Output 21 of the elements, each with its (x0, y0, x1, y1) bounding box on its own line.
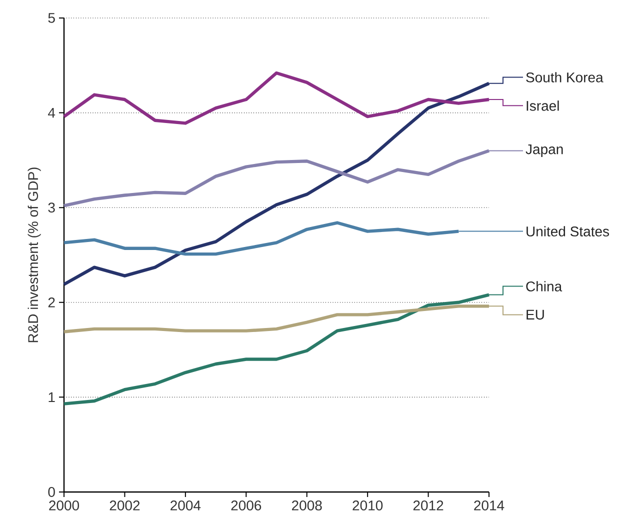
x-tick-label: 2006 (231, 500, 262, 510)
x-tick-label: 2010 (352, 500, 383, 510)
x-tick-label: 2012 (413, 500, 444, 510)
x-tick-label: 2008 (292, 500, 322, 510)
x-tick-label: 2000 (49, 500, 80, 510)
y-axis-title: R&D investment (% of GDP) (28, 168, 41, 342)
x-tick-label: 2002 (110, 500, 140, 510)
legend-label: United States (526, 226, 610, 236)
legend-label: South Korea (526, 72, 604, 82)
x-tick-label: 2004 (170, 500, 201, 510)
y-tick-label: 3 (48, 202, 55, 213)
legend-label: Japan (526, 144, 563, 157)
y-tick-label: 5 (48, 13, 55, 23)
x-tick-label: 2014 (474, 500, 504, 510)
y-tick-label: 2 (48, 297, 55, 308)
y-tick-label: 0 (48, 487, 55, 497)
legend-label: China (526, 281, 562, 292)
legend-label: Israel (526, 100, 559, 111)
y-tick-label: 4 (48, 108, 56, 118)
y-tick-label: 1 (48, 392, 55, 402)
legend-label: EU (526, 310, 544, 320)
